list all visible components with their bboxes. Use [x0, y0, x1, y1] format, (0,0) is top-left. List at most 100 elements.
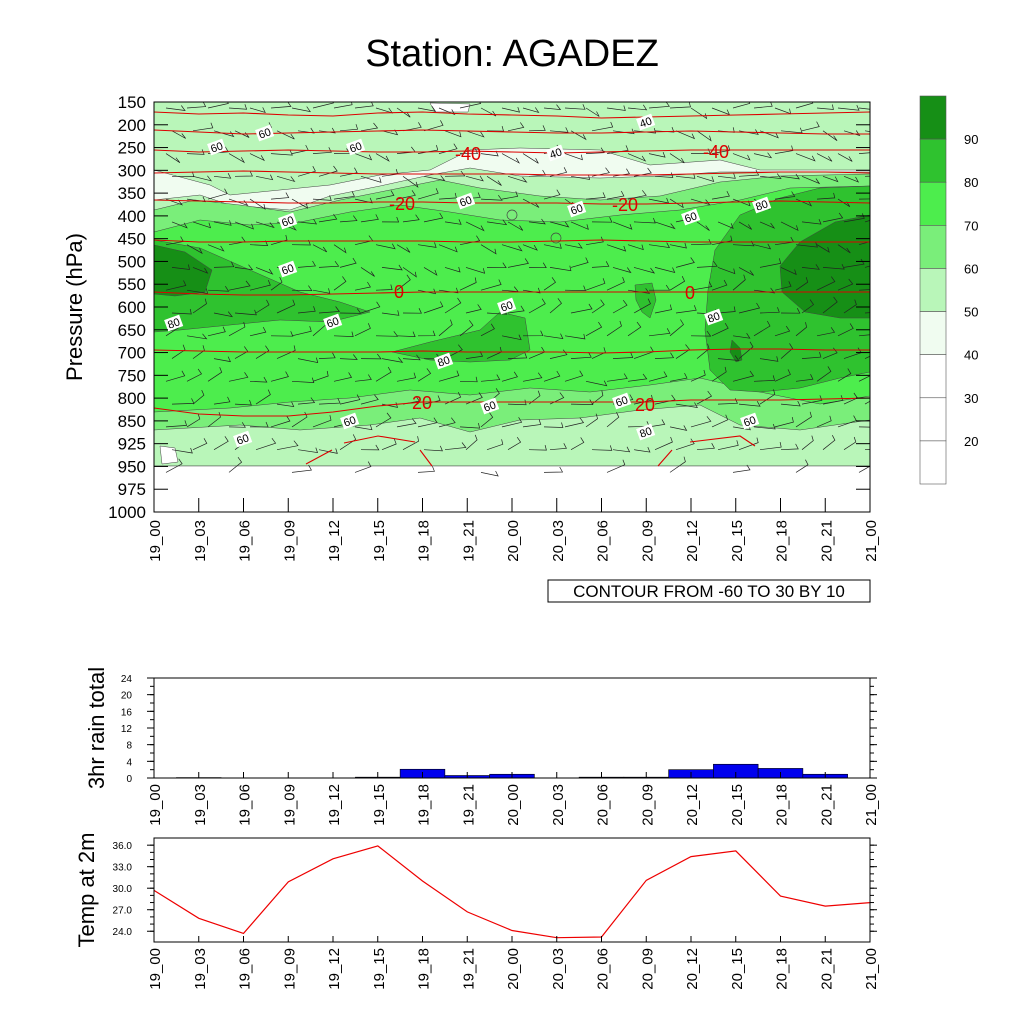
colorbar-label: 90 — [964, 132, 978, 147]
temp-contour-label: -20 — [389, 194, 415, 214]
temp-tick-label: 30.0 — [113, 884, 133, 895]
colorbar-box — [920, 139, 946, 182]
pressure-tick-label: 350 — [118, 184, 146, 203]
rain-time-label: 19_03 — [192, 784, 209, 826]
temp-time-label: 19_03 — [192, 948, 209, 990]
temp-time-label: 19_06 — [237, 948, 254, 990]
temp-time-label: 19_09 — [281, 948, 298, 990]
rain-time-label: 20_18 — [774, 784, 791, 826]
pressure-tick-label: 975 — [118, 480, 146, 499]
time-tick-label: 20_00 — [505, 520, 522, 562]
rain-time-label: 19_15 — [371, 784, 388, 826]
pressure-tick-label: 500 — [118, 252, 146, 271]
temp-contour-label: 0 — [394, 282, 404, 302]
rain-frame — [154, 678, 870, 778]
pressure-tick-label: 450 — [118, 230, 146, 249]
colorbar-box — [920, 441, 946, 484]
temp-line — [154, 846, 870, 938]
colorbar-label: 30 — [964, 391, 978, 406]
temp-time-label: 20_12 — [684, 948, 701, 990]
colorbar: 90 80 70 60 50 40 30 20 — [920, 96, 978, 484]
pressure-tick-label: 650 — [118, 321, 146, 340]
rain-time-label: 19_09 — [281, 784, 298, 826]
rain-tick-label: 4 — [126, 757, 132, 768]
pressure-tick-label: 400 — [118, 207, 146, 226]
colorbar-label: 70 — [964, 218, 978, 233]
temp-time-label: 20_00 — [505, 948, 522, 990]
time-tick-label: 21_00 — [863, 520, 880, 562]
colorbar-label: 80 — [964, 175, 978, 190]
temp-tick-label: 24.0 — [113, 927, 133, 938]
rain-time-label: 20_06 — [595, 784, 612, 826]
time-tick-label: 20_09 — [639, 520, 656, 562]
time-tick-label: 19_03 — [192, 520, 209, 562]
time-tick-label: 19_21 — [460, 520, 477, 562]
rain-time-label: 20_12 — [684, 784, 701, 826]
colorbar-label: 20 — [964, 434, 978, 449]
colorbar-box — [920, 96, 946, 139]
colorbar-box — [920, 398, 946, 441]
temp-axis-label: Temp at 2m — [74, 833, 99, 948]
temp-tick-label: 33.0 — [113, 863, 133, 874]
rh-band-14 — [430, 103, 470, 112]
temp-tick-label: 27.0 — [113, 906, 133, 917]
colorbar-box — [920, 355, 946, 398]
time-tick-label: 20_06 — [595, 520, 612, 562]
rain-time-label: 19_06 — [237, 784, 254, 826]
time-tick-label: 20_21 — [818, 520, 835, 562]
temp-time-label: 19_21 — [460, 948, 477, 990]
rain-tick-label: 8 — [126, 741, 132, 752]
temp-time-label: 20_18 — [774, 948, 791, 990]
time-tick-label: 19_18 — [416, 520, 433, 562]
temp-contour-label: -40 — [703, 142, 729, 162]
colorbar-label: 50 — [964, 305, 978, 320]
rain-tick-label: 24 — [121, 674, 133, 685]
colorbar-label: 40 — [964, 348, 978, 363]
temp-contour-label: 20 — [412, 393, 432, 413]
temp-time-axis: 19_00 19_03 19_06 19_09 19_12 19_15 19_18 19_21… — [147, 936, 880, 990]
pressure-tick-label: 150 — [118, 93, 146, 112]
contour-info-text: CONTOUR FROM -60 TO 30 BY 10 — [573, 582, 845, 601]
time-tick-label: 19_12 — [326, 520, 343, 562]
rain-time-label: 20_21 — [818, 784, 835, 826]
rain-time-label: 20_03 — [550, 784, 567, 826]
time-tick-label: 20_15 — [729, 520, 746, 562]
time-tick-label: 19_15 — [371, 520, 388, 562]
temp-time-label: 19_15 — [371, 948, 388, 990]
temp-time-label: 19_00 — [147, 948, 164, 990]
temp-time-label: 21_00 — [863, 948, 880, 990]
temp-contour-label: 20 — [635, 395, 655, 415]
pressure-tick-label: 700 — [118, 344, 146, 363]
temp-time-label: 20_21 — [818, 948, 835, 990]
pressure-tick-label: 800 — [118, 389, 146, 408]
colorbar-box — [920, 182, 946, 225]
colorbar-label: 60 — [964, 261, 978, 276]
temp-time-label: 19_12 — [326, 948, 343, 990]
temp-time-label: 19_18 — [416, 948, 433, 990]
temp-time-label: 20_06 — [595, 948, 612, 990]
time-tick-label: 20_18 — [774, 520, 791, 562]
pressure-tick-label: 300 — [118, 161, 146, 180]
rain-time-label: 20_00 — [505, 784, 522, 826]
time-tick-label: 19_00 — [147, 520, 164, 562]
rain-time-label: 20_09 — [639, 784, 656, 826]
rain-tick-label: 20 — [121, 691, 133, 702]
rain-tick-label: 12 — [121, 724, 133, 735]
pressure-tick-label: 1000 — [108, 503, 146, 522]
time-tick-label: 19_09 — [281, 520, 298, 562]
rain-tick-label: 0 — [126, 774, 132, 785]
colorbar-box — [920, 225, 946, 268]
temp-time-label: 20_09 — [639, 948, 656, 990]
pressure-tick-label: 550 — [118, 275, 146, 294]
time-tick-label: 20_12 — [684, 520, 701, 562]
pressure-tick-label: 750 — [118, 366, 146, 385]
temp-contour-label: -40 — [455, 144, 481, 164]
temp-frame — [154, 838, 870, 942]
pressure-tick-label: 600 — [118, 298, 146, 317]
time-tick-label: 20_03 — [550, 520, 567, 562]
colorbar-box — [920, 312, 946, 355]
